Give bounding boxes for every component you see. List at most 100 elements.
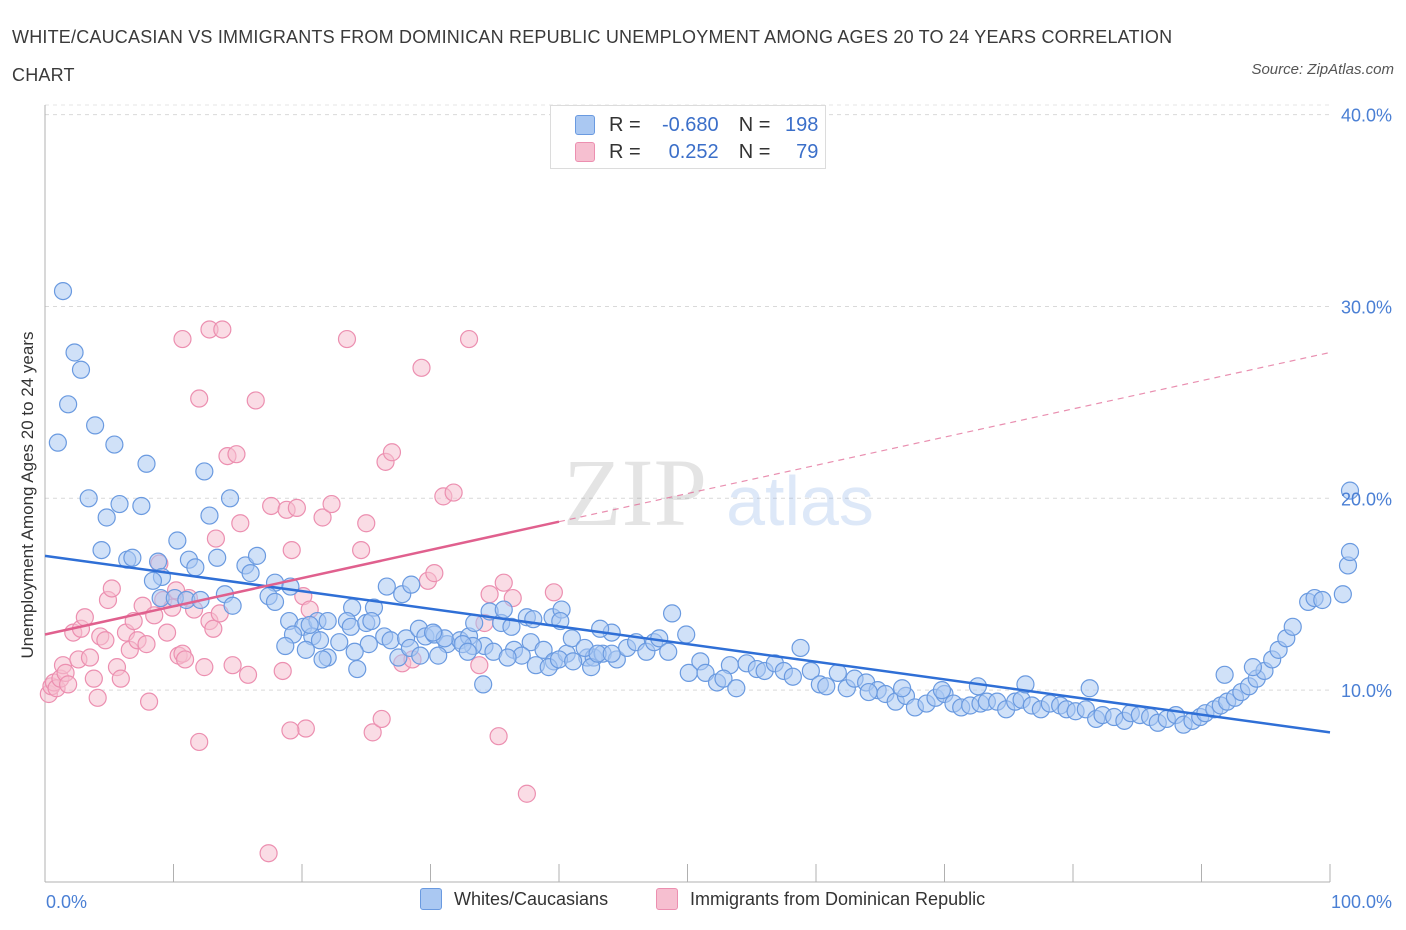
dominican-point: [173, 329, 192, 349]
dominican-point: [544, 583, 563, 602]
white-point: [137, 454, 156, 473]
white-point: [968, 677, 988, 696]
white-point: [59, 395, 78, 414]
dominican-point: [88, 688, 107, 707]
dominican-point: [137, 635, 156, 654]
white-point: [71, 360, 91, 379]
dominican-point: [259, 844, 278, 863]
series-white-points: [48, 281, 1360, 734]
white-point: [1313, 590, 1332, 610]
legend-row-dominican: R = 0.252 N = 79: [575, 139, 818, 165]
white-point: [381, 631, 400, 650]
white-point: [494, 600, 513, 619]
dominican-point: [102, 579, 121, 598]
dominican-point: [296, 719, 315, 738]
white-point: [859, 682, 878, 702]
white-point: [241, 564, 260, 583]
dominican-point: [84, 669, 103, 688]
white-point: [817, 677, 836, 696]
dominican-point: [238, 665, 258, 684]
source-label: Source: ZipAtlas.com: [1251, 61, 1394, 78]
white-point: [348, 659, 367, 679]
white-point: [662, 604, 682, 623]
dominican-point: [459, 329, 479, 349]
watermark-atlas: atlas: [726, 462, 874, 540]
dominican-point: [489, 727, 508, 746]
legend-r-label: R =: [609, 140, 641, 163]
legend-n-value: 198: [785, 113, 819, 136]
white-point: [186, 558, 205, 577]
y-tick-label: 40.0%: [1341, 106, 1392, 126]
legend-swatch-white: [575, 115, 595, 135]
x-tick-label: 0.0%: [46, 892, 87, 912]
dominican-point: [59, 675, 78, 694]
dominican-point: [382, 443, 402, 462]
y-tick-label: 20.0%: [1341, 489, 1392, 509]
white-point: [79, 489, 98, 508]
white-point: [534, 640, 553, 659]
y-tick-label: 30.0%: [1341, 297, 1392, 317]
dominican-point: [282, 540, 301, 560]
dominican-point: [96, 631, 115, 650]
legend-n-label: N =: [738, 140, 771, 163]
white-point: [502, 617, 521, 636]
dominican-point: [444, 483, 463, 502]
white-point: [1080, 679, 1099, 698]
dominican-point: [213, 320, 232, 339]
dominican-point: [157, 623, 177, 642]
white-point: [659, 642, 678, 661]
legend-r-label: R =: [609, 113, 641, 136]
dominican-point: [425, 564, 444, 583]
legend-row-white: R = -0.680 N = 198: [575, 112, 818, 138]
white-point: [296, 640, 315, 659]
dominican-point: [139, 692, 159, 711]
white-point: [465, 613, 484, 633]
white-point: [1243, 658, 1263, 677]
white-point: [105, 435, 124, 454]
dominican-point: [470, 656, 489, 675]
white-point: [132, 496, 151, 516]
bottom-legend-white: Whites/Caucasians: [420, 888, 608, 910]
white-point: [362, 611, 381, 631]
white-point: [783, 667, 802, 686]
dominican-point: [494, 573, 513, 592]
white-point: [276, 636, 295, 656]
dominican-point: [352, 540, 371, 560]
dominican-point: [357, 514, 376, 533]
white-point: [429, 646, 448, 665]
dominican-point: [322, 494, 341, 514]
white-point: [602, 644, 621, 663]
dominican-point: [227, 445, 246, 464]
bottom-legend-label-white: Whites/Caucasians: [454, 888, 609, 909]
white-point: [423, 623, 443, 642]
bottom-legend-swatch-white: [420, 888, 442, 910]
white-point: [143, 571, 163, 590]
legend-r-value: 0.252: [668, 140, 719, 163]
white-point: [714, 669, 733, 688]
white-point: [591, 619, 610, 638]
white-point: [1016, 675, 1035, 694]
watermark: ZIP atlas: [563, 439, 874, 546]
white-point: [1215, 665, 1234, 684]
legend-n-label: N =: [738, 113, 771, 136]
white-point: [411, 646, 430, 665]
dominican-point: [190, 389, 209, 408]
white-point: [65, 343, 84, 362]
white-point: [458, 642, 477, 661]
dominican-point: [517, 784, 536, 803]
white-point: [677, 625, 696, 644]
white-point: [318, 611, 337, 631]
white-point: [86, 416, 105, 435]
white-point: [359, 635, 378, 654]
dominican-point: [195, 658, 214, 677]
white-point: [123, 548, 142, 567]
dominican-point: [204, 619, 223, 638]
white-point: [791, 638, 810, 658]
y-tick-label: 10.0%: [1341, 681, 1392, 701]
white-point: [524, 610, 543, 629]
dominican-point: [363, 723, 382, 742]
chart-title: WHITE/CAUCASIAN VS IMMIGRANTS FROM DOMIN…: [12, 27, 1173, 85]
white-point: [402, 575, 421, 594]
white-point: [247, 546, 267, 565]
